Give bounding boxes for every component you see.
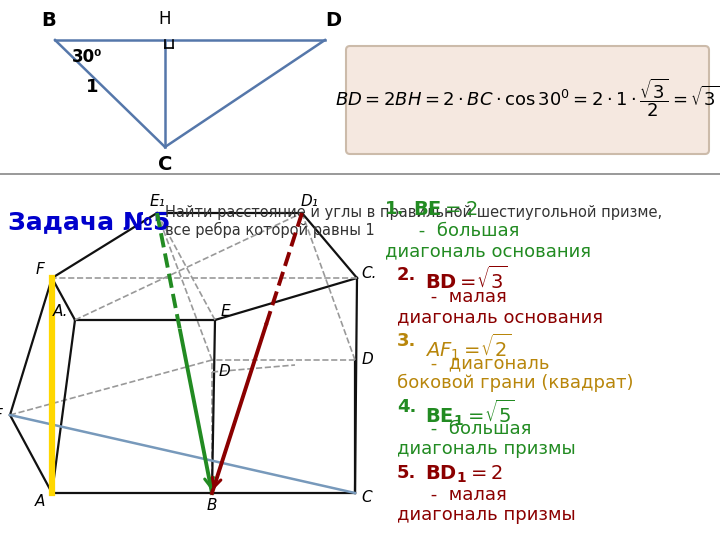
Text: C: C	[158, 155, 172, 174]
FancyBboxPatch shape	[346, 46, 709, 154]
Text: диагональ призмы: диагональ призмы	[397, 506, 576, 524]
Text: D₁: D₁	[301, 193, 319, 208]
Text: $BD = 2BH = 2 \cdot BC \cdot \cos 30^{0} = 2 \cdot 1 \cdot \dfrac{\sqrt{3}}{2} =: $BD = 2BH = 2 \cdot BC \cdot \cos 30^{0}…	[336, 77, 719, 119]
Text: C.: C.	[361, 266, 377, 280]
Text: все ребра которой равны 1: все ребра которой равны 1	[165, 222, 374, 238]
Text: C: C	[361, 490, 372, 505]
Text: D: D	[218, 364, 230, 380]
Text: B: B	[207, 497, 217, 512]
Text: -  диагональ: - диагональ	[425, 354, 549, 372]
Text: E: E	[220, 305, 230, 320]
Text: -  малая: - малая	[425, 486, 507, 504]
Text: $\mathbf{BD}=\!\sqrt{3}$: $\mathbf{BD}=\!\sqrt{3}$	[425, 266, 508, 293]
Text: $\mathbf{BE_1}=\!\sqrt{5}$: $\mathbf{BE_1}=\!\sqrt{5}$	[425, 398, 515, 428]
Text: 30⁰: 30⁰	[72, 48, 102, 66]
Text: A: A	[35, 494, 45, 509]
Text: F: F	[0, 408, 2, 422]
Text: 2.: 2.	[397, 266, 416, 284]
Text: 4.: 4.	[397, 398, 416, 416]
Text: боковой грани (квадрат): боковой грани (квадрат)	[397, 374, 634, 392]
Text: $\mathit{AF_1}=\!\sqrt{2}$: $\mathit{AF_1}=\!\sqrt{2}$	[425, 332, 511, 362]
Text: Найти расстояние и углы в правильной шестиугольной призме,: Найти расстояние и углы в правильной шес…	[165, 205, 662, 220]
Text: $\mathbf{BE}=2$: $\mathbf{BE}=2$	[413, 200, 477, 219]
Text: -  большая: - большая	[413, 222, 519, 240]
Text: B: B	[42, 11, 56, 30]
Text: -  малая: - малая	[425, 288, 507, 306]
Text: 1: 1	[86, 78, 98, 96]
Text: F: F	[35, 262, 45, 278]
Text: $\mathbf{BD_1}=2$: $\mathbf{BD_1}=2$	[425, 464, 503, 485]
Text: Задача №5: Задача №5	[8, 210, 171, 234]
Text: диагональ основания: диагональ основания	[385, 242, 591, 260]
Text: A.: A.	[53, 305, 68, 320]
Text: -  большая: - большая	[425, 420, 531, 438]
Text: 3.: 3.	[397, 332, 416, 350]
Text: D: D	[325, 11, 341, 30]
Text: H: H	[158, 10, 171, 28]
Text: 1.: 1.	[385, 200, 405, 218]
Text: диагональ основания: диагональ основания	[397, 308, 603, 326]
Text: 5.: 5.	[397, 464, 416, 482]
Text: D: D	[361, 353, 373, 368]
Text: диагональ призмы: диагональ призмы	[397, 440, 576, 458]
Text: E₁: E₁	[149, 193, 165, 208]
